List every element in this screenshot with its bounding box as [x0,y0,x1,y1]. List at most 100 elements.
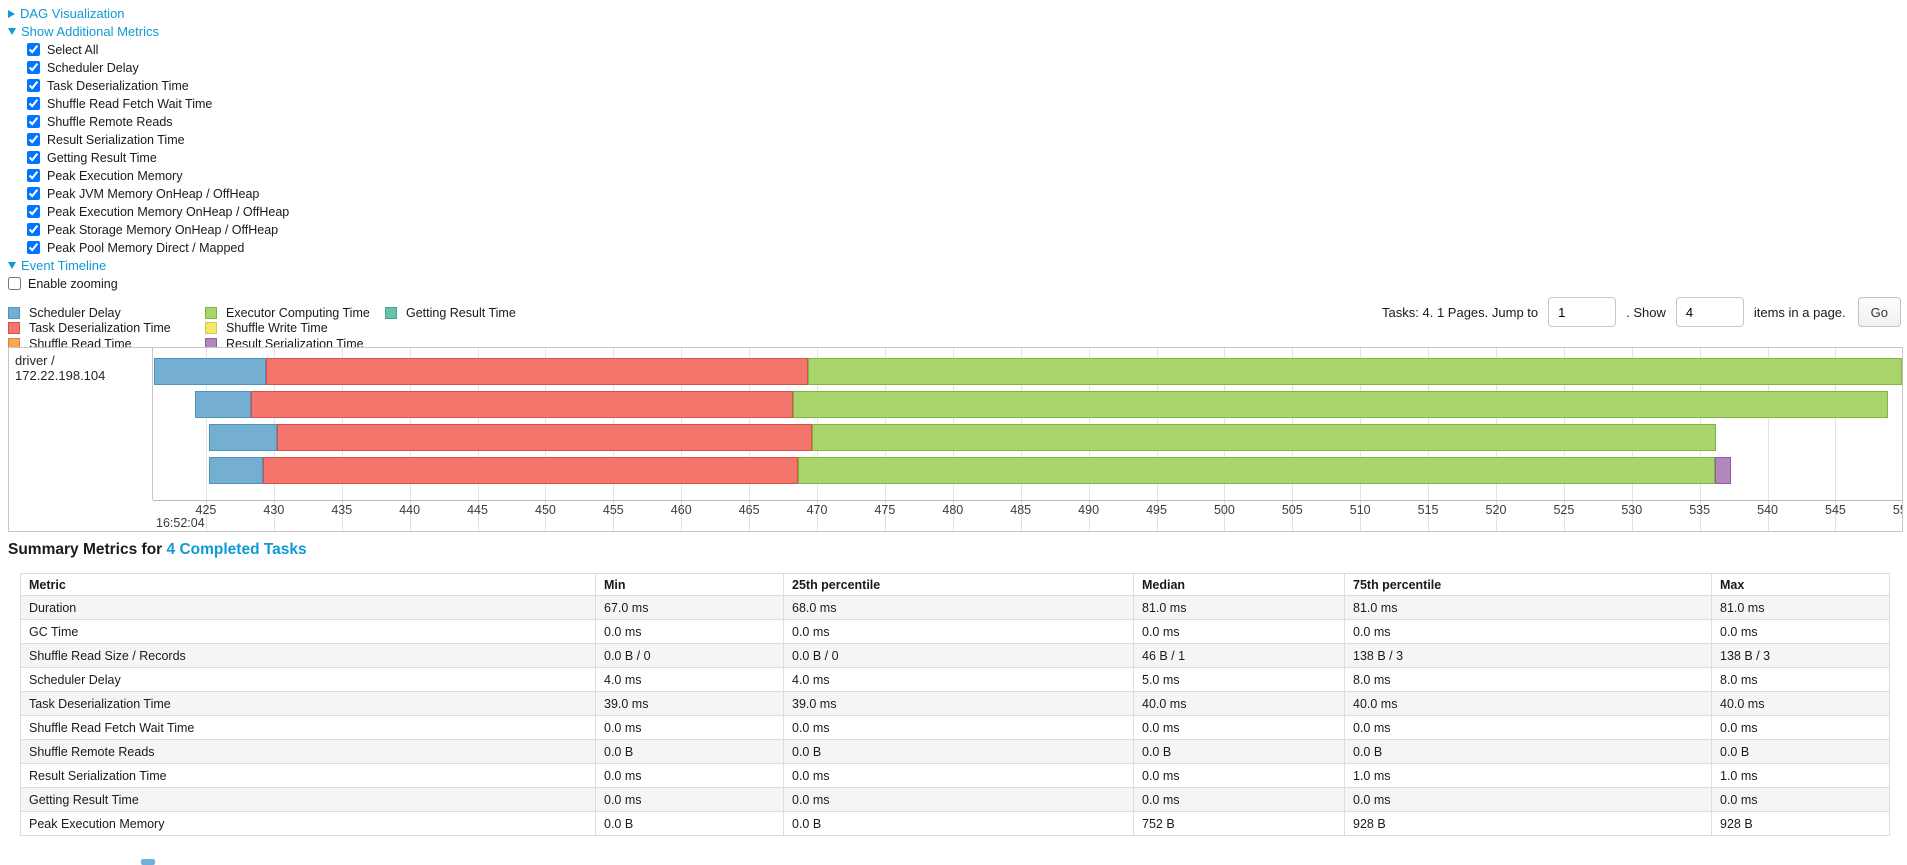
task-bar-segment-executor-computing[interactable] [798,457,1715,484]
axis-tick-label: 445 [467,503,488,517]
summary-cell: 0.0 ms [595,787,784,812]
checkbox-task-deserialization-time[interactable] [27,79,40,92]
summary-cell: 4.0 ms [595,667,784,692]
checkbox-peak-execution-memory[interactable] [27,169,40,182]
dag-visualization-link[interactable]: DAG Visualization [20,6,125,21]
task-bar-segment-executor-computing[interactable] [807,358,1902,385]
legend-item-executor-computing-time: Executor Computing Time [205,305,385,321]
cut-off-next-section [141,859,155,865]
checkbox-scheduler-delay[interactable] [27,61,40,74]
task-bar-segment-scheduler-delay[interactable] [208,457,263,484]
task-bar-segment-executor-computing[interactable] [792,391,1889,418]
metric-option-shuffle-remote-reads[interactable]: Shuffle Remote Reads [27,113,289,131]
jump-to-page-input[interactable] [1548,297,1617,327]
metric-option-getting-result-time[interactable]: Getting Result Time [27,149,289,167]
legend-column: Scheduler Delay Task Deserialization Time… [8,305,205,352]
summary-cell: 0.0 ms [1344,619,1712,644]
axis-tick-icon [1224,501,1226,531]
dag-visualization-toggle[interactable]: DAG Visualization [8,5,289,23]
legend-item-shuffle-write-time: Shuffle Write Time [205,321,385,337]
summary-cell: 0.0 B [1344,739,1712,764]
axis-tick-label: 530 [1621,503,1643,517]
axis-tick-label: 465 [738,503,760,517]
summary-cell: 1.0 ms [1344,763,1712,788]
metric-option-peak-execution-memory-onheap-offheap[interactable]: Peak Execution Memory OnHeap / OffHeap [27,203,289,221]
task-bar-segment-scheduler-delay[interactable] [195,391,251,418]
summary-cell: 5.0 ms [1133,667,1345,692]
summary-cell: 0.0 ms [1133,619,1345,644]
axis-tick-icon [1835,501,1837,531]
axis-tick-label: 510 [1349,503,1371,517]
metric-option-select-all[interactable]: Select All [27,41,289,59]
enable-zooming-checkbox[interactable] [8,277,21,290]
metric-row-scheduler-delay: Scheduler Delay 4.0 ms 4.0 ms 5.0 ms 8.0 ms 8… [20,667,1890,692]
go-button[interactable]: Go [1857,297,1901,327]
summary-cell: 0.0 B [783,811,1134,836]
summary-cell: GC Time [20,619,596,644]
checkbox-peak-storage-memory-onheap-offheap[interactable] [27,223,40,236]
metric-row-getting-result-time: Getting Result Time 0.0 ms 0.0 ms 0.0 ms 0.0… [20,787,1890,812]
completed-tasks-link[interactable]: 4 Completed Tasks [166,541,307,558]
label-peak-execution-memory-onheap-offheap: Peak Execution Memory OnHeap / OffHeap [47,205,290,219]
task-bar-segment-scheduler-delay[interactable] [208,424,277,451]
label-peak-storage-memory-onheap-offheap: Peak Storage Memory OnHeap / OffHeap [47,223,279,237]
summary-cell: 40.0 ms [1133,691,1345,716]
enable-zooming-option[interactable]: Enable zooming [8,275,289,293]
summary-cell: 928 B [1344,811,1712,836]
axis-tick-label: 450 [535,503,556,517]
metric-option-peak-pool-memory-direct-mapped[interactable]: Peak Pool Memory Direct / Mapped [27,239,289,257]
metric-row-shuffle-read-size-records: Shuffle Read Size / Records 0.0 B / 0 0.0 … [20,643,1890,668]
enable-zooming-label: Enable zooming [28,277,118,291]
top-controls: DAG Visualization Show Additional Metric… [8,5,289,293]
event-timeline-toggle[interactable]: Event Timeline [8,257,289,275]
timeline-legend: Scheduler Delay Task Deserialization Time… [8,305,516,352]
metric-option-shuffle-read-fetch-wait-time[interactable]: Shuffle Read Fetch Wait Time [27,95,289,113]
label-result-serialization-time: Result Serialization Time [47,133,185,147]
task-bar-segment-task-deserialization[interactable] [265,358,808,385]
checkbox-result-serialization-time[interactable] [27,133,40,146]
task-bar-segment-executor-computing[interactable] [811,424,1716,451]
summary-cell: 0.0 ms [595,619,784,644]
task-bar-segment-scheduler-delay[interactable] [154,358,266,385]
metric-option-peak-storage-memory-onheap-offheap[interactable]: Peak Storage Memory OnHeap / OffHeap [27,221,289,239]
axis-gridline [205,348,207,500]
axis-tick-label: 440 [399,503,421,517]
timeline-time-axis: 425 16:52:04 430 435 440 445 450 455 460 465 470 47… [153,500,1902,531]
checkbox-select-all[interactable] [27,43,40,56]
metric-option-scheduler-delay[interactable]: Scheduler Delay [27,59,289,77]
legend-swatch-icon [8,322,20,335]
metric-option-result-serialization-time[interactable]: Result Serialization Time [27,131,289,149]
task-bar-segment-task-deserialization[interactable] [262,457,798,484]
axis-gridline [1767,348,1769,500]
summary-cell: 0.0 ms [783,763,1134,788]
collapsed-arrow-icon [8,9,15,18]
checkbox-peak-pool-memory-direct-mapped[interactable] [27,241,40,254]
axis-tick-icon [1767,501,1769,531]
task-bar-segment-result-serialization[interactable] [1714,457,1731,484]
axis-tick-label: 545 [1825,503,1846,517]
checkbox-peak-execution-memory-onheap-offheap[interactable] [27,205,40,218]
metric-option-task-deserialization-time[interactable]: Task Deserialization Time [27,77,289,95]
label-peak-execution-memory: Peak Execution Memory [47,169,183,183]
column-header-75th-percentile: 75th percentile [1344,573,1712,596]
axis-tick-icon [341,501,343,531]
summary-cell: 752 B [1133,811,1345,836]
show-additional-metrics-link[interactable]: Show Additional Metrics [21,24,160,39]
summary-cell: 0.0 ms [1711,619,1890,644]
summary-cell: Peak Execution Memory [20,811,596,836]
event-timeline-link[interactable]: Event Timeline [21,258,107,273]
task-bar-segment-task-deserialization[interactable] [276,424,812,451]
task-bar-segment-task-deserialization[interactable] [250,391,793,418]
legend-item-task-deserialization-time: Task Deserialization Time [8,321,205,337]
metric-option-peak-execution-memory[interactable]: Peak Execution Memory [27,167,289,185]
show-additional-metrics-toggle[interactable]: Show Additional Metrics [8,23,289,41]
metric-option-peak-jvm-memory-onheap-offheap[interactable]: Peak JVM Memory OnHeap / OffHeap [27,185,289,203]
checkbox-shuffle-remote-reads[interactable] [27,115,40,128]
summary-cell: 81.0 ms [1133,595,1345,620]
checkbox-shuffle-read-fetch-wait-time[interactable] [27,97,40,110]
items-per-page-input[interactable] [1675,297,1744,327]
checkbox-peak-jvm-memory-onheap-offheap[interactable] [27,187,40,200]
axis-tick-icon [613,501,615,531]
checkbox-getting-result-time[interactable] [27,151,40,164]
summary-cell: 81.0 ms [1711,595,1890,620]
